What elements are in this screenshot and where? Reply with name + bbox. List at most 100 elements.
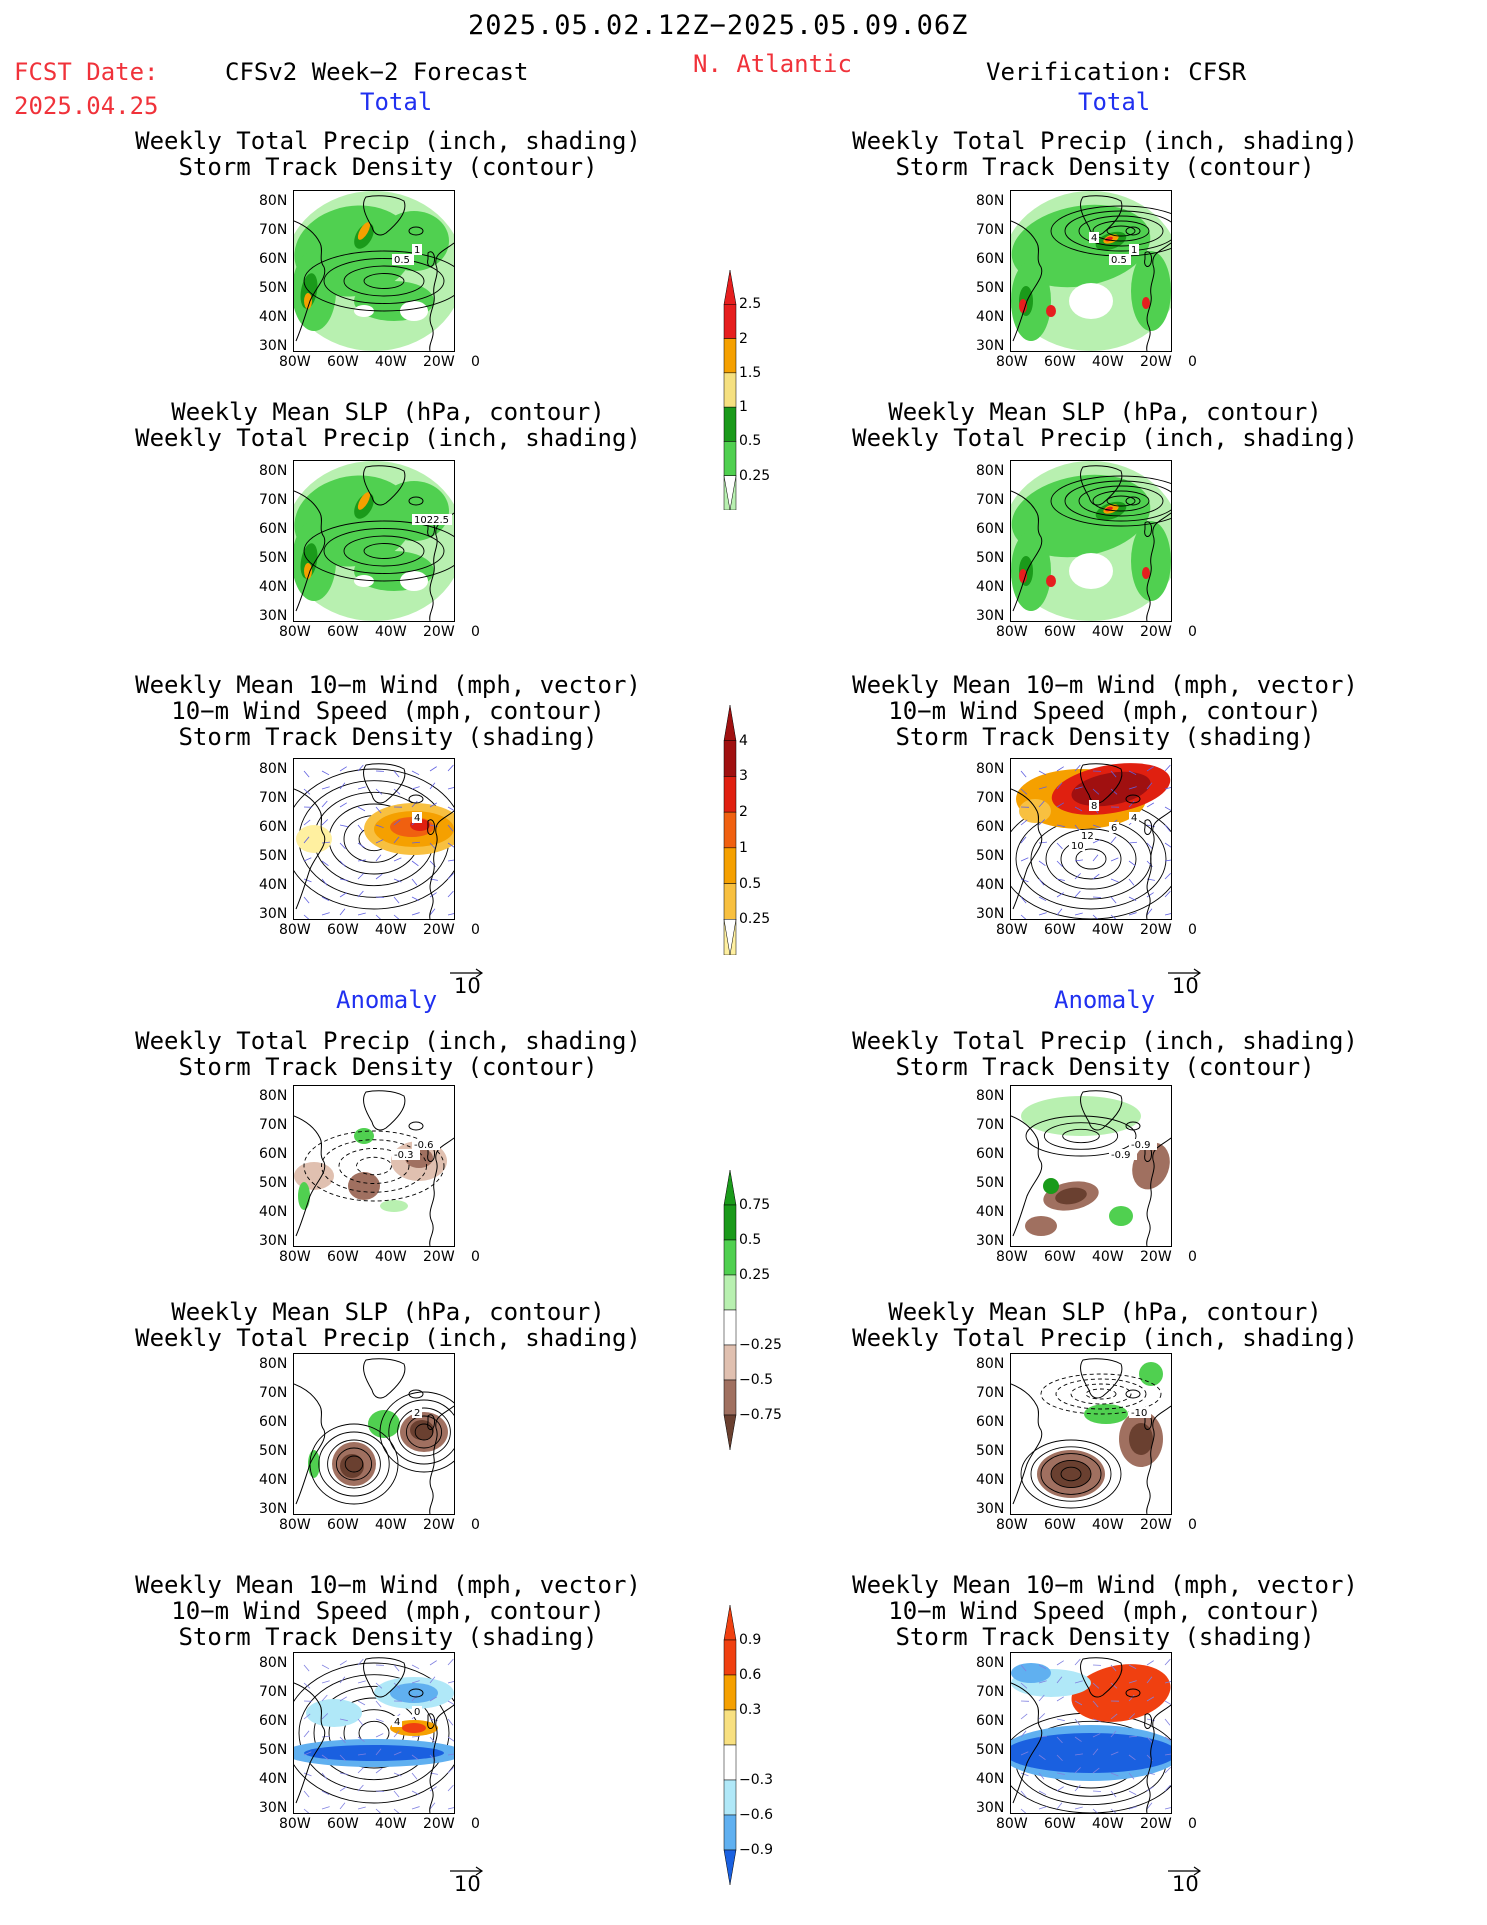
wind-vector bbox=[1128, 1713, 1136, 1720]
latitude-label: 30N bbox=[259, 906, 288, 922]
shading-region bbox=[1142, 297, 1150, 309]
europe-africa-coastline bbox=[429, 242, 454, 351]
wind-vector bbox=[339, 892, 347, 898]
colorbar-top-arrow bbox=[723, 1169, 737, 1206]
wind-vector bbox=[357, 764, 364, 772]
wind-vector bbox=[1038, 1806, 1047, 1810]
latitude-label: 40N bbox=[976, 877, 1005, 893]
panel-title-line: Storm Track Density (contour) bbox=[895, 1053, 1315, 1081]
wind-vector bbox=[393, 896, 400, 904]
europe-africa-coastline bbox=[1146, 512, 1171, 621]
wind-vector bbox=[1110, 1808, 1117, 1813]
wind-vector bbox=[429, 1736, 436, 1744]
latitude-label: 70N bbox=[259, 492, 288, 508]
wind-vector bbox=[411, 841, 421, 844]
map-panel-fc-precip-storm: 1 0.5 bbox=[293, 190, 455, 352]
wind-vector bbox=[411, 1806, 420, 1810]
shading-region bbox=[1139, 1362, 1163, 1386]
contour-line bbox=[313, 1685, 435, 1781]
wind-vector bbox=[1074, 890, 1081, 898]
iceland-coastline bbox=[408, 496, 424, 506]
north-america-coastline bbox=[294, 220, 326, 342]
section-total-left: Total bbox=[360, 88, 433, 116]
wind-vector bbox=[303, 819, 311, 826]
panel-title-line: Weekly Mean 10−m Wind (mph, vector) bbox=[852, 1571, 1358, 1599]
shading-region bbox=[1109, 1206, 1133, 1226]
shading-region bbox=[1011, 204, 1151, 288]
longitude-label: 40W bbox=[1092, 922, 1124, 938]
shading-region bbox=[354, 1128, 374, 1144]
wind-vector bbox=[393, 836, 400, 844]
longitude-label: 40W bbox=[375, 354, 407, 370]
wind-vector bbox=[339, 860, 346, 868]
contour-line bbox=[356, 1156, 392, 1176]
wind-vector bbox=[1074, 806, 1083, 812]
wind-vector bbox=[1038, 800, 1045, 808]
colorbar-segment bbox=[723, 406, 737, 442]
contour-line bbox=[1092, 220, 1150, 242]
wind-vector bbox=[393, 1808, 400, 1813]
map-panel-fc-wind-storm: 4 bbox=[293, 758, 455, 920]
north-america-coastline bbox=[1011, 1383, 1043, 1505]
contour-line bbox=[335, 1447, 373, 1481]
wind-vector bbox=[1056, 1736, 1063, 1744]
wind-vector bbox=[339, 842, 346, 850]
wind-vector bbox=[393, 1790, 400, 1798]
latitude-label: 30N bbox=[259, 1800, 288, 1816]
map-panel-ver-slp-precip bbox=[1010, 460, 1172, 622]
wind-vector bbox=[1092, 1682, 1100, 1689]
colorbar-label: 0.5 bbox=[739, 875, 762, 892]
latitude-label: 60N bbox=[976, 1713, 1005, 1729]
greenland-coastline bbox=[1080, 1358, 1123, 1399]
contour-label-bg bbox=[412, 1407, 422, 1418]
colorbar-label: −0.9 bbox=[739, 1842, 773, 1858]
wind-vector bbox=[393, 1730, 400, 1738]
wind-vector bbox=[1020, 878, 1029, 883]
wind-vector bbox=[1020, 1682, 1028, 1689]
wind-vector bbox=[1128, 1772, 1135, 1780]
shading-region bbox=[1069, 553, 1113, 589]
british-isles-coastline bbox=[1144, 521, 1152, 537]
latitude-label: 40N bbox=[259, 1771, 288, 1787]
longitude-label: 40W bbox=[1092, 1249, 1124, 1265]
shading-region bbox=[402, 1723, 426, 1733]
wind-vector bbox=[1056, 824, 1065, 828]
longitude-label: 40W bbox=[1092, 354, 1124, 370]
europe-africa-coastline bbox=[429, 1405, 454, 1514]
longitude-label: 80W bbox=[279, 1249, 311, 1265]
wind-vector bbox=[357, 1658, 364, 1666]
longitude-label: 40W bbox=[1092, 624, 1124, 640]
british-isles-coastline bbox=[427, 1414, 435, 1430]
longitude-label: 40W bbox=[1092, 1517, 1124, 1533]
wind-vector bbox=[321, 896, 330, 902]
latitude-label: 40N bbox=[259, 1472, 288, 1488]
panel-title-line: Weekly Mean 10−m Wind (mph, vector) bbox=[852, 671, 1358, 699]
wind-vector bbox=[1164, 787, 1171, 790]
wind-vector bbox=[339, 1718, 348, 1722]
wind-vector bbox=[429, 782, 436, 790]
wind-vector bbox=[447, 913, 454, 916]
wind-vector bbox=[1146, 1802, 1153, 1810]
longitude-label: 60W bbox=[327, 1249, 359, 1265]
colorbar-label: −0.3 bbox=[739, 1772, 773, 1788]
wind-vector bbox=[1092, 896, 1102, 898]
latitude-label: 60N bbox=[259, 1713, 288, 1729]
wind-vector bbox=[447, 1736, 454, 1742]
wind-vector bbox=[1038, 819, 1046, 826]
wind-vector bbox=[1056, 802, 1065, 808]
section-anomaly-right: Anomaly bbox=[1054, 986, 1156, 1014]
latitude-label: 70N bbox=[976, 222, 1005, 238]
wind-vector bbox=[1128, 896, 1137, 901]
panel-title-line: Storm Track Density (contour) bbox=[178, 153, 598, 181]
latitude-label: 80N bbox=[976, 761, 1005, 777]
wind-vector bbox=[339, 824, 348, 828]
vector-ref-label: 10 bbox=[454, 1872, 481, 1896]
wind-vector bbox=[1110, 1751, 1119, 1756]
contour-label: 1022.5 bbox=[414, 515, 449, 526]
longitude-label: 0 bbox=[1188, 624, 1197, 640]
contour-label: 1 bbox=[1131, 245, 1137, 256]
shading-region bbox=[400, 571, 428, 591]
latitude-label: 40N bbox=[976, 309, 1005, 325]
colorbar-segment bbox=[723, 1204, 737, 1241]
wind-vector bbox=[1056, 892, 1064, 898]
